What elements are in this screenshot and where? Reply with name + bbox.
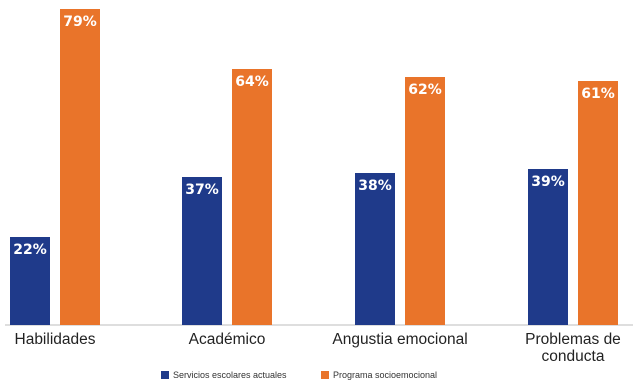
bar-programa-2 bbox=[405, 77, 445, 325]
bar-programa-0 bbox=[60, 9, 100, 325]
category-label: Problemas de conducta bbox=[525, 331, 621, 365]
bar-value-label: 61% bbox=[581, 86, 615, 102]
legend-label: Servicios escolares actuales bbox=[173, 370, 287, 380]
bar-programa-3 bbox=[578, 81, 618, 325]
legend-label: Programa socioemocional bbox=[333, 370, 437, 380]
bar-value-label: 62% bbox=[408, 82, 442, 98]
category-label: Académico bbox=[189, 331, 266, 348]
bar-programa-1 bbox=[232, 69, 272, 325]
category-label-line: Habilidades bbox=[15, 331, 96, 348]
bar-servicios-1 bbox=[182, 177, 222, 325]
bar-value-label: 39% bbox=[531, 174, 565, 190]
bar-servicios-0 bbox=[10, 237, 50, 325]
bar-value-label: 22% bbox=[13, 242, 47, 258]
bar-value-label: 79% bbox=[63, 14, 97, 30]
category-label-line: conducta bbox=[542, 348, 605, 365]
category-label-line: Angustia emocional bbox=[332, 331, 467, 348]
legend-swatch bbox=[161, 371, 169, 379]
bar-servicios-2 bbox=[355, 173, 395, 325]
bar-value-label: 64% bbox=[235, 74, 269, 90]
bar-value-label: 37% bbox=[185, 182, 219, 198]
category-label-line: Problemas de bbox=[525, 331, 621, 348]
bar-value-label: 38% bbox=[358, 178, 392, 194]
bar-servicios-3 bbox=[528, 169, 568, 325]
category-label: Angustia emocional bbox=[332, 331, 467, 348]
legend-swatch bbox=[321, 371, 329, 379]
category-label: Habilidades bbox=[15, 331, 96, 348]
category-label-line: Académico bbox=[189, 331, 266, 348]
